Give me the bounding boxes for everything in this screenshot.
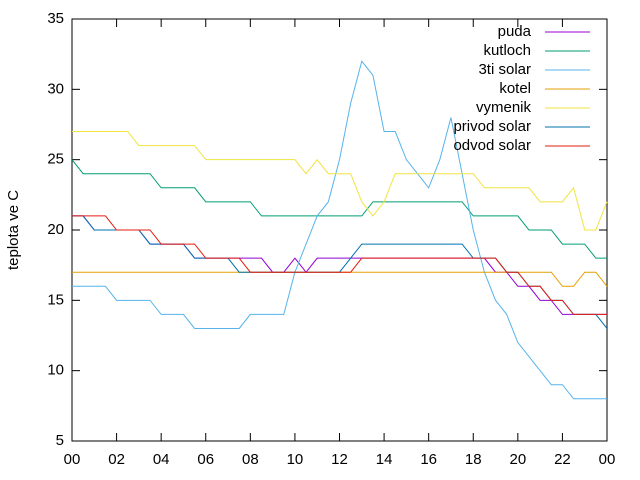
x-tick-label: 10: [287, 451, 304, 468]
x-tick-label: 12: [331, 451, 348, 468]
x-tick-label: 02: [108, 451, 125, 468]
x-tick-label: 00: [64, 451, 81, 468]
legend-label: kotel: [499, 80, 531, 97]
legend-label: odvod solar: [453, 137, 531, 154]
legend-label: kutloch: [483, 42, 531, 59]
y-tick-label: 35: [47, 10, 64, 27]
x-tick-label: 14: [376, 451, 393, 468]
legend-label: puda: [498, 23, 532, 40]
legend-label: 3ti solar: [478, 61, 531, 78]
y-tick-label: 25: [47, 151, 64, 168]
y-tick-label: 5: [56, 432, 64, 449]
y-tick-label: 10: [47, 362, 64, 379]
y-tick-label: 30: [47, 80, 64, 97]
series-line: [72, 215, 607, 315]
y-axis-label: teplota ve C: [5, 190, 22, 270]
x-tick-label: 08: [242, 451, 259, 468]
x-tick-label: 22: [554, 451, 571, 468]
y-tick-label: 15: [47, 291, 64, 308]
x-tick-label: 00: [599, 451, 616, 468]
y-tick-label: 20: [47, 221, 64, 238]
series-line: [72, 215, 607, 315]
legend-label: privod solar: [453, 118, 531, 135]
series-line: [72, 131, 608, 231]
series-line: [71, 159, 607, 259]
x-tick-label: 04: [153, 451, 170, 468]
x-tick-label: 20: [509, 451, 526, 468]
legend-label: vymenik: [476, 99, 532, 116]
series-line: [72, 60, 607, 400]
x-tick-label: 18: [465, 451, 482, 468]
x-tick-label: 06: [197, 451, 214, 468]
x-tick-label: 16: [420, 451, 437, 468]
